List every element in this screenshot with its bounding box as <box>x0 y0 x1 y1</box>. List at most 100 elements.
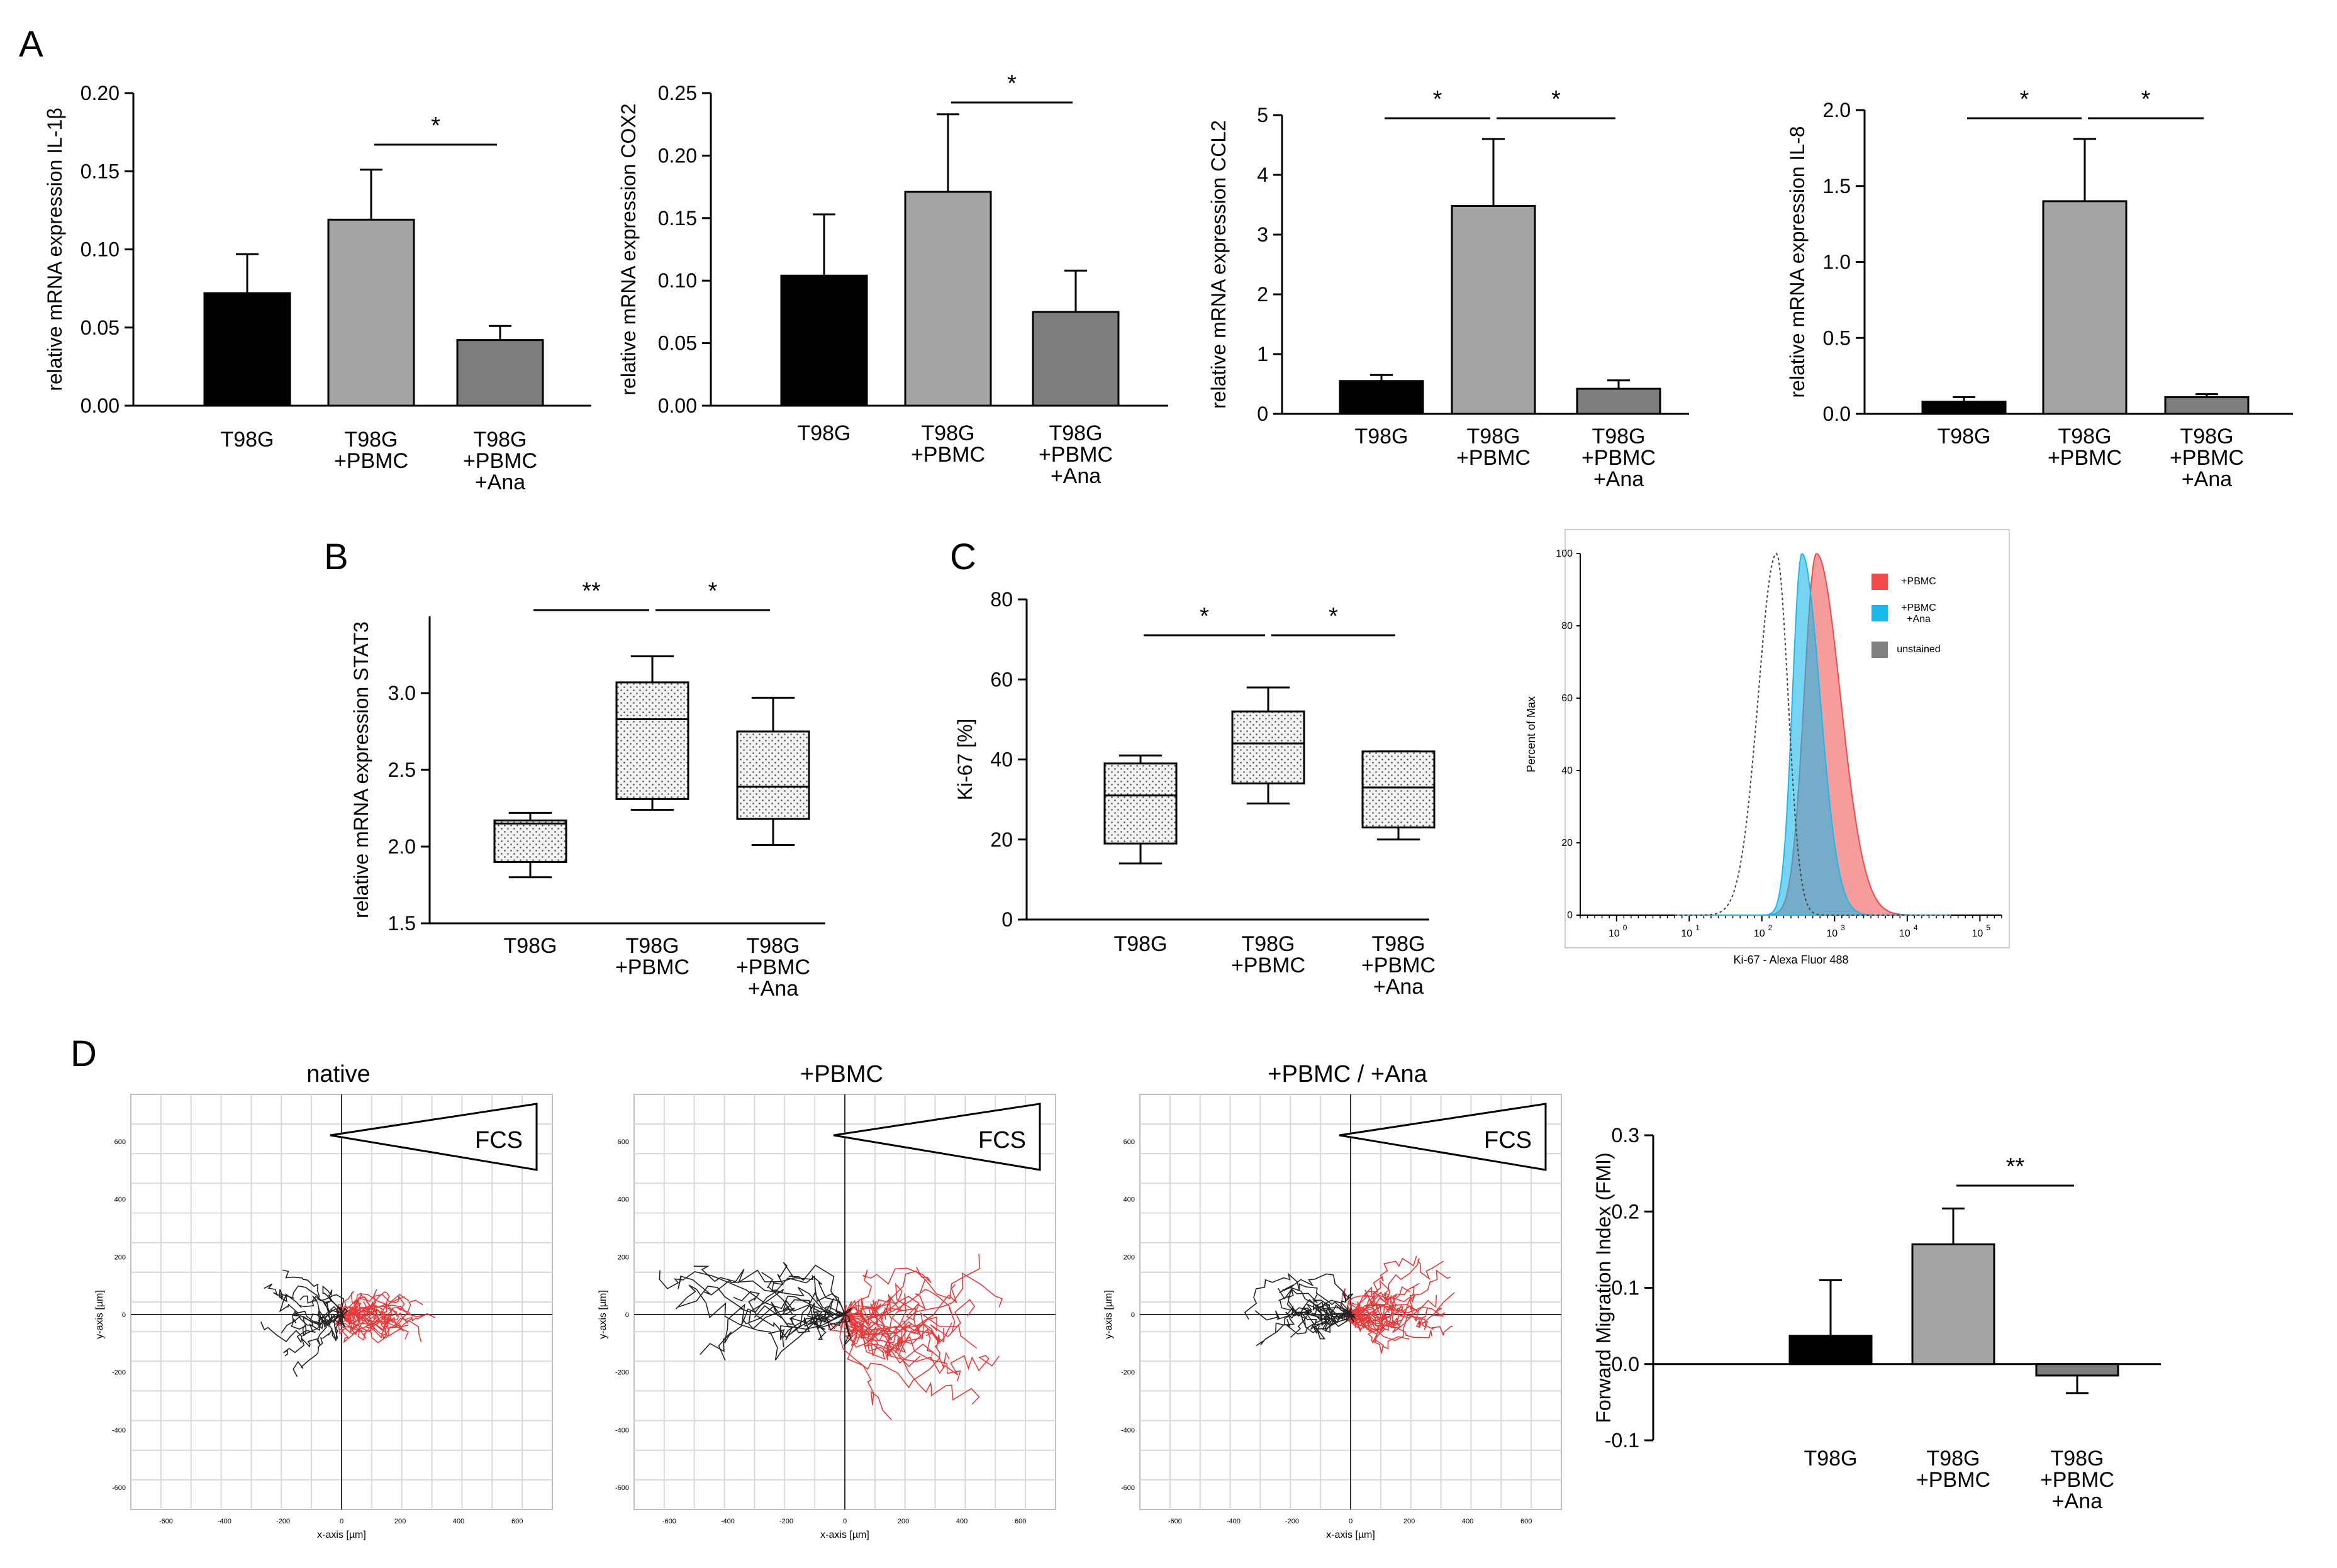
box <box>1231 710 1305 785</box>
cell-track <box>844 1314 980 1405</box>
cell-track <box>1350 1258 1444 1326</box>
hist-x-tick-label: 10 <box>1754 928 1765 939</box>
category-label: T98G <box>1113 932 1167 956</box>
traj-y-label: y-axis [µm] <box>94 1290 105 1339</box>
traj-x-tick-label: -400 <box>218 1518 231 1525</box>
significance-label: * <box>1433 86 1442 113</box>
cell-track <box>678 1286 845 1330</box>
hist-series-unstained <box>1675 552 1951 916</box>
traj-y-tick-label: 400 <box>1124 1196 1135 1204</box>
traj-x-tick-label: -200 <box>779 1518 793 1525</box>
cell-track <box>844 1267 932 1315</box>
traj-y-tick-label: -400 <box>112 1426 126 1434</box>
significance-label: * <box>1007 70 1017 97</box>
y-tick-label: 1.0 <box>1823 251 1851 274</box>
y-tick-label: 0.05 <box>658 332 697 355</box>
category-label: T98G <box>797 421 851 445</box>
hist-x-tick-label: 10 <box>1609 928 1620 939</box>
bar <box>1788 1335 1873 1365</box>
cell-track <box>678 1275 852 1320</box>
traj-y-tick-label: -600 <box>615 1484 629 1492</box>
traj-y-tick-label: 600 <box>618 1138 629 1146</box>
panel-letter-c: C <box>950 537 976 577</box>
traj-x-label: x-axis [µm] <box>820 1530 869 1540</box>
traj-x-tick-label: 400 <box>453 1518 464 1525</box>
legend-swatch <box>1871 605 1888 621</box>
y-tick-label: 40 <box>990 748 1013 771</box>
category-label: +PBMC <box>2170 446 2244 470</box>
traj-x-tick-label: 600 <box>1520 1518 1532 1525</box>
traj-x-tick-label: -200 <box>1285 1518 1299 1525</box>
cell-track <box>320 1307 349 1342</box>
cell-track <box>718 1301 848 1361</box>
category-label: +PBMC <box>1039 443 1113 467</box>
y-tick-label: 1.5 <box>388 912 416 935</box>
category-label: +PBMC <box>1456 446 1531 470</box>
cell-track <box>1349 1303 1403 1334</box>
category-label: T98G <box>1354 425 1408 448</box>
cell-track <box>844 1314 950 1369</box>
y-tick-label: 0.15 <box>658 207 697 230</box>
traj-x-tick-label: -600 <box>1168 1518 1182 1525</box>
bar <box>203 292 291 407</box>
traj-y-tick-label: 200 <box>1124 1254 1135 1261</box>
hist-y-tick-label: 20 <box>1561 838 1573 848</box>
y-tick-label: 60 <box>990 668 1013 691</box>
y-tick-label: 20 <box>990 828 1013 851</box>
y-tick-label: 1.5 <box>1823 175 1851 197</box>
cell-track <box>1350 1308 1385 1347</box>
category-label: +PBMC <box>1916 1468 1990 1492</box>
cell-track <box>1300 1311 1351 1333</box>
category-label: T98G <box>1241 932 1295 956</box>
y-tick-label: 0.10 <box>658 269 697 292</box>
y-tick-label: 0.20 <box>658 144 697 167</box>
category-label: T98G <box>2058 425 2111 448</box>
traj-x-tick-label: -400 <box>1227 1518 1241 1525</box>
y-axis-label: relative mRNA expression STAT3 <box>350 621 372 918</box>
traj-y-label: y-axis [µm] <box>598 1290 608 1339</box>
hist-x-tick-label: 10 <box>1972 928 1983 939</box>
y-tick-label: 0.20 <box>81 82 120 104</box>
category-label: T98G <box>1926 1447 1980 1471</box>
category-label: +PBMC <box>1361 954 1436 977</box>
box <box>736 730 810 820</box>
category-label: T98G <box>2180 425 2233 448</box>
box <box>615 681 689 800</box>
cell-track <box>299 1295 345 1323</box>
category-label: +Ana <box>1373 975 1424 999</box>
hist-y-tick-label: 100 <box>1556 548 1573 559</box>
cell-track <box>1244 1272 1351 1320</box>
chart-stat3-box: 1.5 2.0 2.5 3.0 relative mRNA expression STA… <box>350 578 825 1001</box>
hist-x-tick-label: 10 <box>1681 928 1692 939</box>
category-label: +PBMC <box>463 449 537 473</box>
category-label: T98G <box>473 428 527 452</box>
category-label: T98G <box>1371 932 1425 956</box>
category-label: +Ana <box>748 977 798 1001</box>
y-tick-label: 0 <box>1001 908 1013 931</box>
fcs-gradient-wedge <box>330 1103 538 1171</box>
box <box>1361 750 1436 829</box>
traj-y-tick-label: 400 <box>618 1196 629 1204</box>
cell-track <box>1278 1287 1351 1315</box>
chart-cox2: 0.00 0.05 0.10 0.15 0.20 0.25 relative mRNA ex… <box>617 70 1168 488</box>
bar <box>1576 387 1661 415</box>
traj-y-tick-label: 200 <box>618 1254 629 1261</box>
hist-y-tick-label: 60 <box>1561 693 1573 704</box>
cell-track <box>844 1299 978 1353</box>
category-label: T98G <box>746 934 800 958</box>
category-label: +Ana <box>2052 1489 2102 1513</box>
box <box>493 820 567 863</box>
hist-x-tick-exp: 4 <box>1914 923 1918 932</box>
category-label: +Ana <box>1051 464 1101 488</box>
cell-track <box>334 1299 367 1318</box>
fcs-gradient-wedge <box>1339 1103 1547 1171</box>
traj-y-tick-label: 600 <box>1124 1138 1135 1146</box>
bar <box>2035 1363 2119 1377</box>
category-label: +Ana <box>1593 467 1644 491</box>
traj-x-tick-label: 400 <box>1462 1518 1473 1525</box>
traj-x-tick-label: 600 <box>1015 1518 1026 1525</box>
category-label: +PBMC <box>911 443 985 467</box>
cell-track <box>1350 1314 1410 1354</box>
cell-track <box>659 1270 851 1347</box>
